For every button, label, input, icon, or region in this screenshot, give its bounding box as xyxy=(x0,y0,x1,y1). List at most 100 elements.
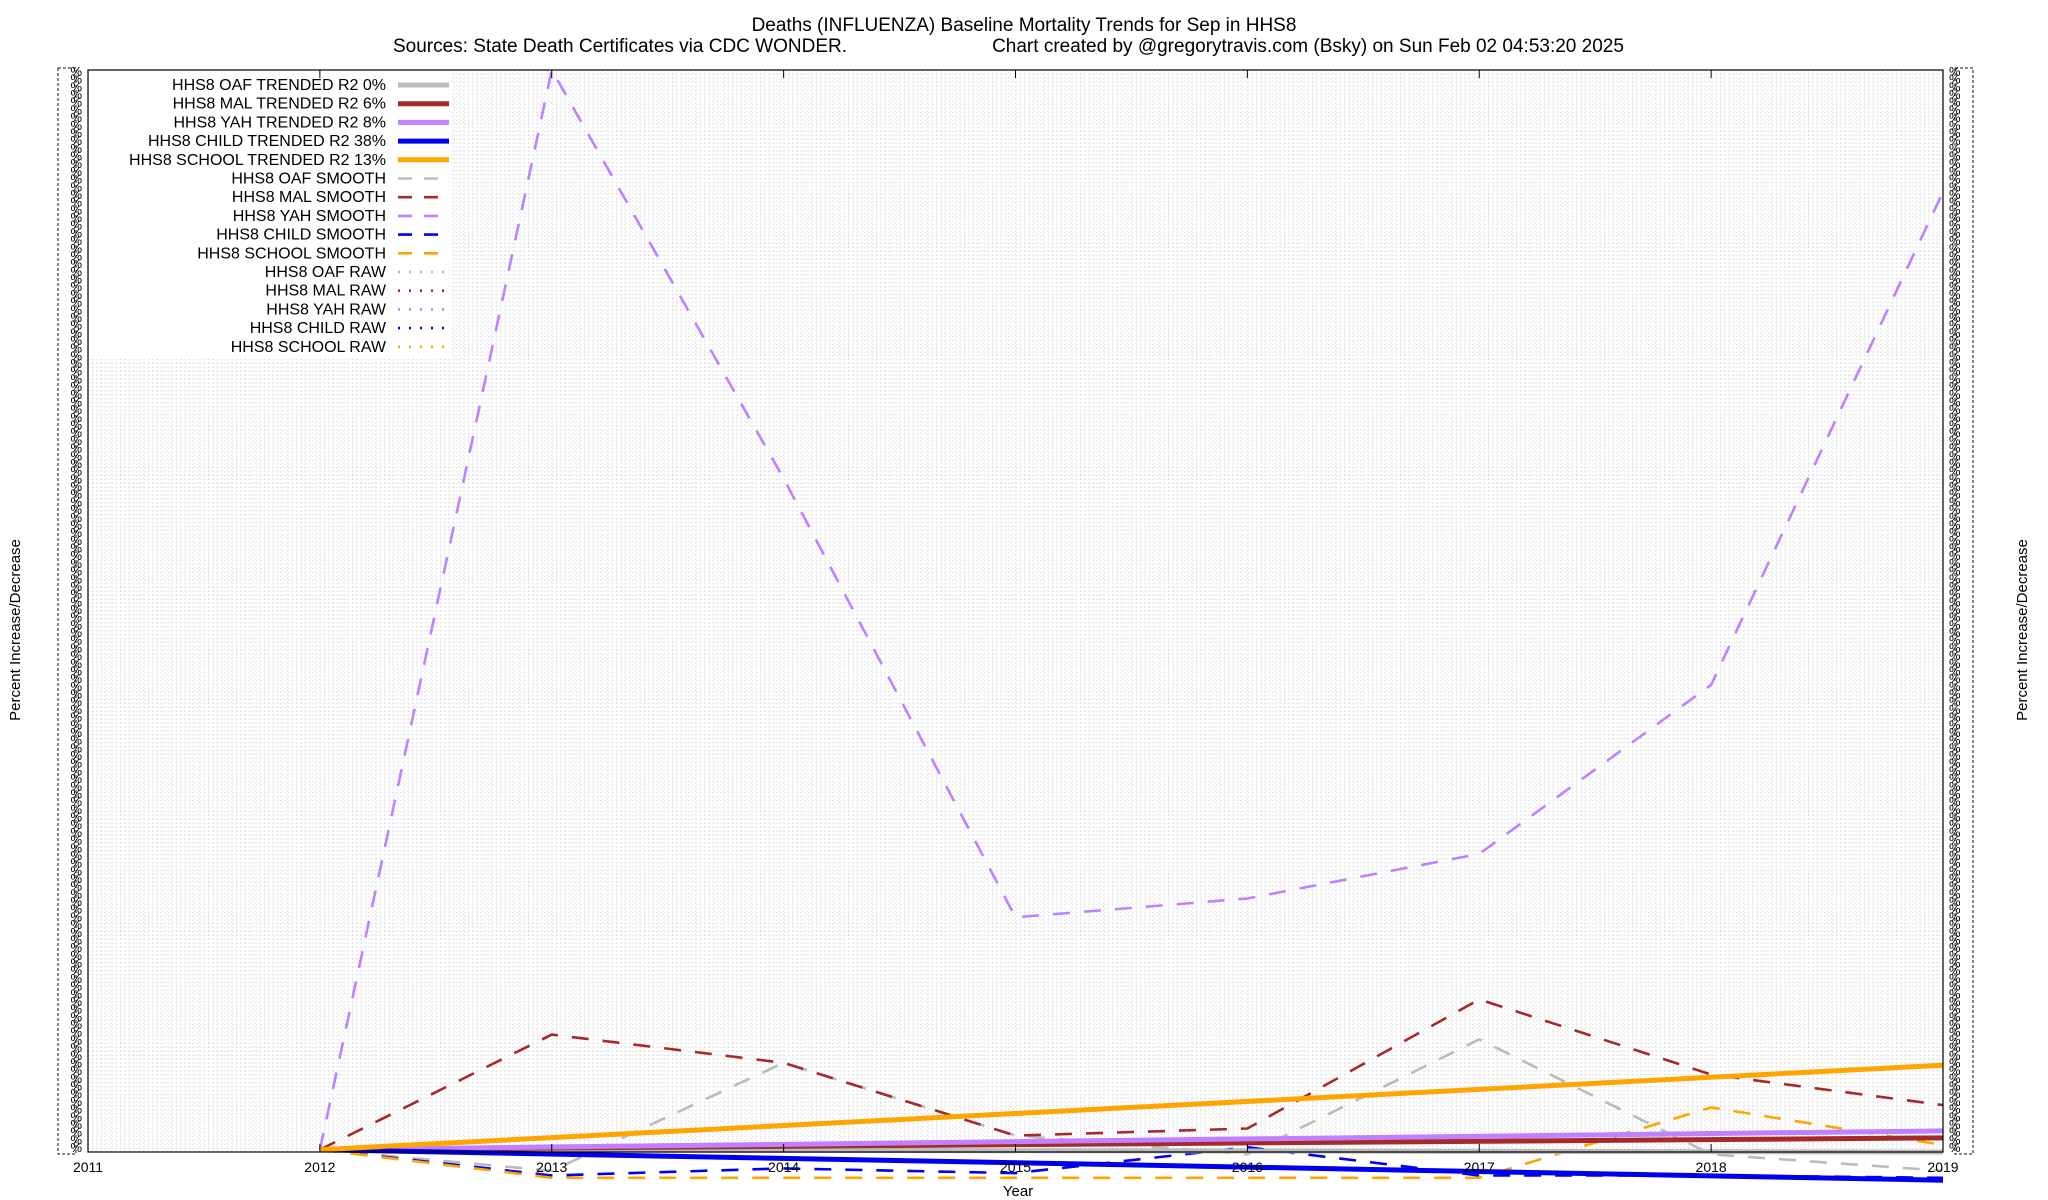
y-tick-label-left: % xyxy=(70,272,82,287)
legend-label-hhs8-school-smooth: HHS8 SCHOOL SMOOTH xyxy=(197,245,386,262)
y-tick-label-right: % xyxy=(1949,379,1961,394)
xtick-layer: 2011 2012 2013 2014 2015 2016 2017 2018 2019 xyxy=(73,70,1959,1175)
y-tick-label-left: % xyxy=(70,302,82,317)
y-tick-label-right: % xyxy=(1949,464,1961,479)
y-tick-label-left: % xyxy=(70,102,82,117)
y-tick-label-left: % xyxy=(70,1117,82,1132)
legend-label-hhs8-oaf-trended-r2-0: HHS8 OAF TRENDED R2 0% xyxy=(172,77,386,94)
y-tick-label-left: % xyxy=(70,656,82,671)
y-tick-label-right: % xyxy=(1949,979,1961,994)
series-layer xyxy=(318,68,1945,1183)
y-tick-label-left: % xyxy=(70,1017,82,1032)
y-tick-label-right: % xyxy=(1949,610,1961,625)
y-tick-label-right: % xyxy=(1949,110,1961,125)
chart-subtitle-source: Sources: State Death Certificates via CD… xyxy=(393,36,847,57)
legend-label-hhs8-mal-trended-r2-6: HHS8 MAL TRENDED R2 6% xyxy=(173,96,386,113)
y-tick-label-left: % xyxy=(70,356,82,371)
y-tick-label-left: % xyxy=(70,1071,82,1086)
y-tick-label-left: % xyxy=(70,1032,82,1047)
y-tick-stack-left xyxy=(57,67,77,1155)
y-tick-label-right: % xyxy=(1949,625,1961,640)
legend-background xyxy=(89,71,451,359)
legend-label-hhs8-mal-smooth: HHS8 MAL SMOOTH xyxy=(232,189,386,206)
y-tick-label-right: % xyxy=(1949,210,1961,225)
x-tick-label-2013: 2013 xyxy=(536,1159,567,1175)
x-tick-label-2016: 2016 xyxy=(1232,1159,1263,1175)
y-tick-label-left: % xyxy=(70,871,82,886)
legend-label-hhs8-child-raw: HHS8 CHILD RAW xyxy=(250,320,387,337)
y-tick-label-right: % xyxy=(1949,195,1961,210)
x-tick-label-2017: 2017 xyxy=(1464,1159,1495,1175)
series-line-hhs8-school-smooth xyxy=(319,1106,1944,1180)
y-tick-label-left: % xyxy=(70,287,82,302)
y-tick-label-right: % xyxy=(1949,325,1961,340)
y-tick-label-right: % xyxy=(1949,725,1961,740)
y-tick-label-right: % xyxy=(1949,494,1961,509)
y-tick-label-right: % xyxy=(1949,1094,1961,1109)
series-line-hhs8-school-trended-r2-13 xyxy=(319,1062,1944,1153)
y-tick-label-right: % xyxy=(1949,779,1961,794)
y-tick-label-right: % xyxy=(1949,810,1961,825)
y-tick-label-right: % xyxy=(1949,1125,1961,1140)
legend-label-hhs8-child-trended-r2-38: HHS8 CHILD TRENDED R2 38% xyxy=(148,133,386,150)
y-tick-label-left: % xyxy=(70,717,82,732)
y-tick-label-right: % xyxy=(1949,510,1961,525)
y-tick-label-right: % xyxy=(1949,840,1961,855)
y-axis-label-left: Percent Increase/Decrease xyxy=(7,539,24,721)
y-tick-label-left: % xyxy=(70,471,82,486)
y-tick-label-left: % xyxy=(70,617,82,632)
y-tick-label-right: % xyxy=(1949,1140,1961,1155)
x-tick-label-2018: 2018 xyxy=(1696,1159,1727,1175)
y-tick-label-left: % xyxy=(70,817,82,832)
y-tick-label-right: % xyxy=(1949,925,1961,940)
series-line-hhs8-mal-smooth xyxy=(319,998,1944,1151)
y-tick-label-right: % xyxy=(1949,225,1961,240)
series-line-hhs8-child-trended-r2-38 xyxy=(319,1147,1944,1183)
y-tick-label-right: % xyxy=(1949,310,1961,325)
chart-title: Deaths (INFLUENZA) Baseline Mortality Tr… xyxy=(752,15,1297,36)
y-tick-label-right: % xyxy=(1949,564,1961,579)
y-axis-label-right: Percent Increase/Decrease xyxy=(2014,539,2031,721)
y-tick-label-left: % xyxy=(70,241,82,256)
x-tick-label-2011: 2011 xyxy=(73,1159,103,1175)
y-tick-label-left: % xyxy=(70,187,82,202)
y-tick-label-left: % xyxy=(70,72,82,87)
y-tick-label-left: % xyxy=(70,141,82,156)
y-tick-label-left: % xyxy=(70,172,82,187)
y-tick-label-right: % xyxy=(1949,179,1961,194)
y-tick-label-left: % xyxy=(70,1002,82,1017)
series-line-hhs8-child-smooth xyxy=(319,1146,1944,1180)
x-tick-label-2014: 2014 xyxy=(768,1159,799,1175)
y-tick-label-right: % xyxy=(1949,410,1961,425)
y-tick-label-right: % xyxy=(1949,679,1961,694)
y-tick-label-left: % xyxy=(70,402,82,417)
chart-subtitle-credit: Chart created by @gregorytravis.com (Bsk… xyxy=(992,36,1624,57)
y-tick-label-right: % xyxy=(1949,264,1961,279)
series-line-hhs8-yah-smooth xyxy=(318,68,1945,1150)
y-tick-label-left: % xyxy=(70,571,82,586)
y-tick-label-right: % xyxy=(1949,594,1961,609)
legend-label-hhs8-school-trended-r2-13: HHS8 SCHOOL TRENDED R2 13% xyxy=(129,152,386,169)
y-tick-label-right: % xyxy=(1949,694,1961,709)
y-tick-label-right: % xyxy=(1949,95,1961,110)
y-tick-label-right: % xyxy=(1949,710,1961,725)
y-tick-label-right: % xyxy=(1949,395,1961,410)
y-tick-label-right: % xyxy=(1949,825,1961,840)
y-tick-label-left: % xyxy=(70,756,82,771)
y-tick-label-right: % xyxy=(1949,479,1961,494)
legend-label-hhs8-yah-trended-r2-8: HHS8 YAH TRENDED R2 8% xyxy=(173,114,386,131)
y-tick-label-left: % xyxy=(70,971,82,986)
series-line-hhs8-yah-trended-r2-8 xyxy=(319,1128,1944,1153)
y-tick-label-left: % xyxy=(70,441,82,456)
y-tick-label-right: % xyxy=(1949,1025,1961,1040)
y-tick-label-left: % xyxy=(70,1132,82,1147)
y-tick-label-right: % xyxy=(1949,425,1961,440)
legend-label-hhs8-yah-raw: HHS8 YAH RAW xyxy=(266,301,387,318)
legend-label-hhs8-mal-raw: HHS8 MAL RAW xyxy=(265,283,387,300)
y-tick-label-left: % xyxy=(70,771,82,786)
y-tick-label-left: % xyxy=(70,487,82,502)
y-tick-label-left: % xyxy=(70,87,82,102)
y-tick-label-right: % xyxy=(1949,279,1961,294)
y-tick-label-left: % xyxy=(70,256,82,271)
